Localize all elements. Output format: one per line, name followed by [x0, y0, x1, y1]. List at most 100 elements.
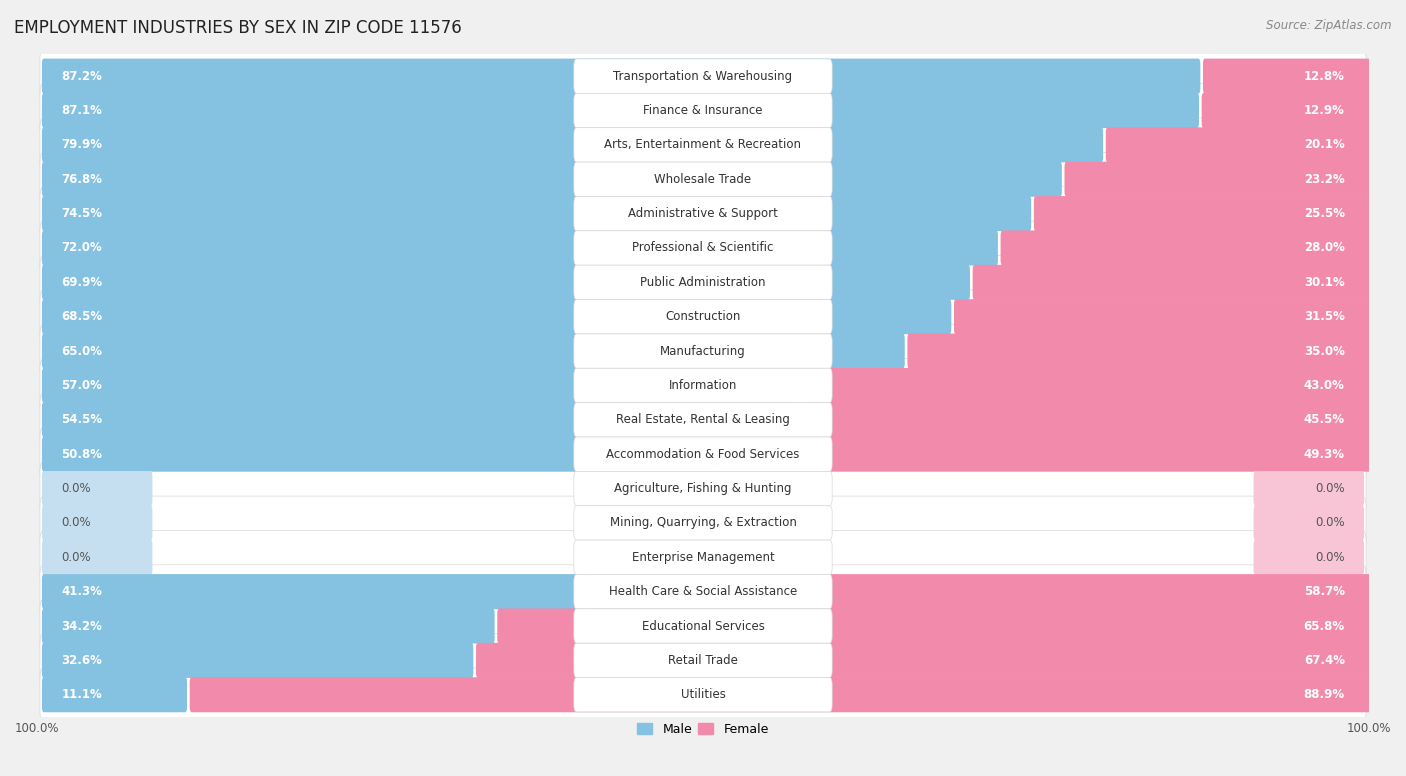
- Text: 74.5%: 74.5%: [62, 207, 103, 220]
- Text: 34.2%: 34.2%: [62, 619, 103, 632]
- Text: 67.4%: 67.4%: [1303, 654, 1344, 667]
- FancyBboxPatch shape: [574, 128, 832, 162]
- FancyBboxPatch shape: [39, 255, 1367, 309]
- Text: 65.0%: 65.0%: [62, 345, 103, 358]
- Text: 58.7%: 58.7%: [1303, 585, 1344, 598]
- Text: 28.0%: 28.0%: [1303, 241, 1344, 255]
- FancyBboxPatch shape: [42, 540, 152, 575]
- FancyBboxPatch shape: [39, 668, 1367, 722]
- FancyBboxPatch shape: [1001, 230, 1371, 265]
- FancyBboxPatch shape: [574, 93, 832, 128]
- FancyBboxPatch shape: [574, 403, 832, 437]
- FancyBboxPatch shape: [39, 496, 1367, 549]
- FancyBboxPatch shape: [1202, 93, 1371, 128]
- Text: 0.0%: 0.0%: [1315, 551, 1344, 564]
- FancyBboxPatch shape: [39, 428, 1367, 481]
- Text: 41.3%: 41.3%: [62, 585, 103, 598]
- FancyBboxPatch shape: [39, 84, 1367, 137]
- Text: Professional & Scientific: Professional & Scientific: [633, 241, 773, 255]
- Text: Enterprise Management: Enterprise Management: [631, 551, 775, 564]
- Text: 32.6%: 32.6%: [62, 654, 103, 667]
- Text: Construction: Construction: [665, 310, 741, 324]
- Text: 23.2%: 23.2%: [1303, 173, 1344, 185]
- FancyBboxPatch shape: [42, 161, 1062, 197]
- FancyBboxPatch shape: [1254, 505, 1364, 540]
- Text: Manufacturing: Manufacturing: [661, 345, 745, 358]
- Text: 79.9%: 79.9%: [62, 138, 103, 151]
- FancyBboxPatch shape: [1105, 127, 1371, 162]
- FancyBboxPatch shape: [190, 677, 1371, 712]
- Text: 68.5%: 68.5%: [62, 310, 103, 324]
- FancyBboxPatch shape: [1064, 161, 1371, 197]
- Text: 76.8%: 76.8%: [62, 173, 103, 185]
- FancyBboxPatch shape: [39, 290, 1367, 344]
- Text: 50.8%: 50.8%: [62, 448, 103, 461]
- FancyBboxPatch shape: [42, 643, 474, 678]
- FancyBboxPatch shape: [39, 324, 1367, 378]
- Text: Source: ZipAtlas.com: Source: ZipAtlas.com: [1267, 19, 1392, 33]
- FancyBboxPatch shape: [42, 265, 970, 300]
- FancyBboxPatch shape: [42, 505, 152, 540]
- Text: 65.8%: 65.8%: [1303, 619, 1344, 632]
- FancyBboxPatch shape: [42, 437, 716, 472]
- Text: 0.0%: 0.0%: [62, 482, 91, 495]
- Text: 0.0%: 0.0%: [62, 551, 91, 564]
- FancyBboxPatch shape: [39, 599, 1367, 653]
- Text: 88.9%: 88.9%: [1303, 688, 1344, 702]
- Text: 20.1%: 20.1%: [1303, 138, 1344, 151]
- FancyBboxPatch shape: [574, 265, 832, 300]
- FancyBboxPatch shape: [574, 471, 832, 506]
- Text: Real Estate, Rental & Leasing: Real Estate, Rental & Leasing: [616, 414, 790, 426]
- Text: 0.0%: 0.0%: [62, 516, 91, 529]
- Text: Retail Trade: Retail Trade: [668, 654, 738, 667]
- Text: Information: Information: [669, 379, 737, 392]
- Text: 57.0%: 57.0%: [62, 379, 103, 392]
- FancyBboxPatch shape: [42, 59, 1201, 94]
- Text: Accommodation & Food Services: Accommodation & Food Services: [606, 448, 800, 461]
- FancyBboxPatch shape: [1204, 59, 1371, 94]
- Text: 43.0%: 43.0%: [1303, 379, 1344, 392]
- FancyBboxPatch shape: [39, 359, 1367, 412]
- FancyBboxPatch shape: [574, 162, 832, 196]
- FancyBboxPatch shape: [42, 127, 1104, 162]
- FancyBboxPatch shape: [574, 437, 832, 471]
- FancyBboxPatch shape: [39, 393, 1367, 447]
- Text: 54.5%: 54.5%: [62, 414, 103, 426]
- Text: 31.5%: 31.5%: [1303, 310, 1344, 324]
- FancyBboxPatch shape: [42, 93, 1199, 128]
- Text: 35.0%: 35.0%: [1303, 345, 1344, 358]
- Text: Arts, Entertainment & Recreation: Arts, Entertainment & Recreation: [605, 138, 801, 151]
- FancyBboxPatch shape: [574, 59, 832, 93]
- Text: 11.1%: 11.1%: [62, 688, 103, 702]
- FancyBboxPatch shape: [42, 677, 187, 712]
- FancyBboxPatch shape: [574, 540, 832, 574]
- Text: EMPLOYMENT INDUSTRIES BY SEX IN ZIP CODE 11576: EMPLOYMENT INDUSTRIES BY SEX IN ZIP CODE…: [14, 19, 461, 37]
- Text: Public Administration: Public Administration: [640, 275, 766, 289]
- Text: 25.5%: 25.5%: [1303, 207, 1344, 220]
- FancyBboxPatch shape: [39, 633, 1367, 688]
- FancyBboxPatch shape: [39, 152, 1367, 206]
- Text: 49.3%: 49.3%: [1303, 448, 1344, 461]
- FancyBboxPatch shape: [477, 643, 1371, 678]
- Text: Health Care & Social Assistance: Health Care & Social Assistance: [609, 585, 797, 598]
- FancyBboxPatch shape: [574, 574, 832, 609]
- FancyBboxPatch shape: [768, 402, 1371, 438]
- Legend: Male, Female: Male, Female: [633, 718, 773, 740]
- Text: Mining, Quarrying, & Extraction: Mining, Quarrying, & Extraction: [610, 516, 796, 529]
- Text: Transportation & Warehousing: Transportation & Warehousing: [613, 70, 793, 82]
- FancyBboxPatch shape: [1033, 196, 1371, 231]
- FancyBboxPatch shape: [42, 402, 765, 438]
- Text: 72.0%: 72.0%: [62, 241, 103, 255]
- Text: Agriculture, Fishing & Hunting: Agriculture, Fishing & Hunting: [614, 482, 792, 495]
- FancyBboxPatch shape: [1254, 471, 1364, 506]
- FancyBboxPatch shape: [42, 574, 589, 609]
- FancyBboxPatch shape: [973, 265, 1371, 300]
- FancyBboxPatch shape: [39, 50, 1367, 103]
- FancyBboxPatch shape: [574, 196, 832, 230]
- FancyBboxPatch shape: [42, 300, 952, 334]
- FancyBboxPatch shape: [39, 221, 1367, 275]
- Text: Educational Services: Educational Services: [641, 619, 765, 632]
- FancyBboxPatch shape: [42, 334, 904, 369]
- Text: 87.1%: 87.1%: [62, 104, 103, 117]
- FancyBboxPatch shape: [39, 531, 1367, 584]
